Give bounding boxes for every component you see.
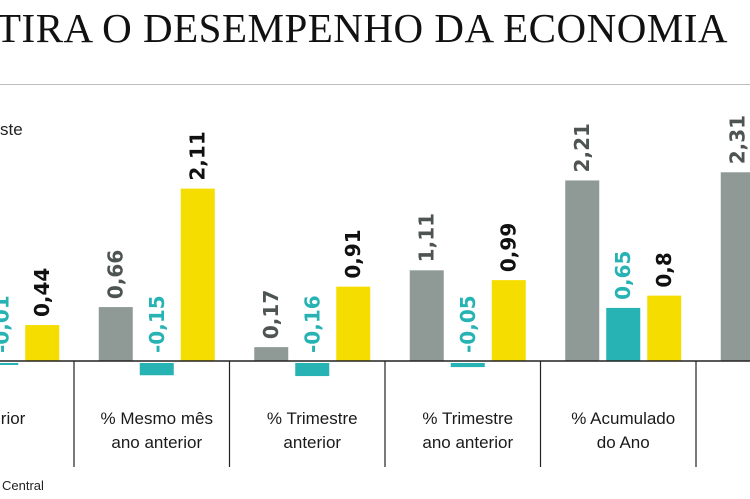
- category-label-line: % Trimestre: [267, 409, 358, 428]
- chart-title: TIRA O DESEMPENHO DA ECONOMIA: [0, 5, 729, 51]
- bar-teal: [139, 363, 174, 376]
- data-label: 2,21: [570, 123, 594, 172]
- category-label-line: nterior: [0, 409, 26, 428]
- bar-teal: [295, 363, 330, 377]
- title-divider: [0, 84, 750, 85]
- data-label: 0,8: [652, 252, 676, 287]
- bar-teal: [606, 307, 641, 361]
- data-label: 1,11: [415, 213, 439, 262]
- data-label: -0,16: [300, 295, 324, 353]
- bar-yellow: [647, 295, 682, 361]
- category-label-line: do Ano: [597, 433, 650, 452]
- data-label: 2,11: [186, 131, 210, 180]
- bar-yellow: [336, 286, 371, 361]
- category-label: % Acumulado do Ano: [571, 409, 675, 452]
- data-label: 0,66: [104, 250, 128, 299]
- data-label: 0,17: [259, 290, 283, 339]
- category-label-line: ano anterior: [422, 433, 513, 452]
- axis-layer: [0, 360, 750, 467]
- data-label: 0,99: [497, 223, 521, 272]
- bar-teal: [0, 363, 19, 365]
- category-label-line: % Acumulado: [571, 409, 675, 428]
- bar-grey: [98, 307, 133, 361]
- category-label: nterior: [0, 409, 26, 428]
- category-label: % Mesmo mês ano anterior: [101, 409, 213, 452]
- category-label-line: ano anterior: [111, 433, 202, 452]
- labels-layer: nterior -0,01 0,44 % Mesmo mês ano anterior 0…: [0, 115, 750, 452]
- data-label: 0,65: [611, 251, 635, 300]
- bar-yellow: [491, 280, 526, 361]
- category-label-line: anterior: [283, 433, 341, 452]
- bar-grey: [254, 347, 289, 361]
- data-label: -0,15: [145, 295, 169, 353]
- category-label: % Trimestre ano anterior: [422, 409, 513, 452]
- category-label: % Trimestre anterior: [267, 409, 358, 452]
- data-label: -0,05: [456, 295, 480, 353]
- legend-fragment: ste: [0, 120, 23, 139]
- bar-teal: [450, 363, 485, 368]
- bar-yellow: [180, 188, 215, 361]
- source-note: Central: [2, 478, 44, 493]
- data-label: 0,91: [341, 229, 365, 278]
- bars-layer: [0, 172, 750, 377]
- bar-grey: [565, 180, 600, 361]
- category-label-line: % Mesmo mês: [101, 409, 213, 428]
- category-label-line: % Trimestre: [422, 409, 513, 428]
- data-label: 2,31: [726, 115, 750, 164]
- bar-grey: [409, 270, 444, 361]
- data-label: 0,44: [30, 268, 54, 317]
- data-label: -0,01: [0, 295, 13, 353]
- bar-grey: [720, 172, 750, 361]
- bar-yellow: [25, 325, 60, 361]
